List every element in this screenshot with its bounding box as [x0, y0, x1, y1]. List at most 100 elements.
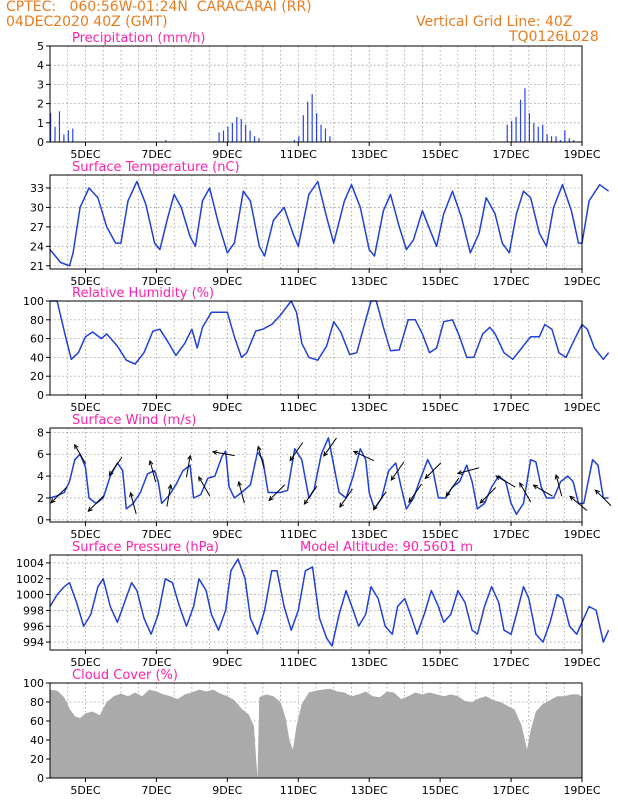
wind-arrow — [495, 475, 516, 488]
header-code: TQ0126L028 — [509, 29, 599, 45]
wind-arrow — [372, 491, 387, 511]
wind-arrow — [352, 450, 375, 462]
x-tick-label: 7DEC — [141, 528, 171, 541]
x-tick-label: 9DEC — [212, 528, 242, 541]
panel-title: Relative Humidity (%) — [72, 286, 214, 301]
x-tick-label: 5DEC — [70, 148, 100, 161]
wind-arrow — [594, 489, 612, 507]
precip-bar — [324, 128, 327, 142]
y-tick-label: 1 — [37, 117, 44, 130]
y-tick-label: 6 — [37, 448, 44, 461]
x-tick-label: 5DEC — [70, 528, 100, 541]
wind-arrow — [148, 459, 157, 483]
x-tick-label: 19DEC — [563, 148, 600, 161]
wind-arrow — [129, 491, 137, 515]
precip-bar — [231, 122, 233, 142]
wind-arrow — [554, 473, 563, 497]
x-tick-label: 15DEC — [422, 148, 459, 161]
precip-bar — [555, 136, 557, 142]
panel-title: Surface Temperature (nC) — [72, 160, 240, 175]
precip-bar — [302, 115, 304, 142]
precip-bar — [165, 140, 167, 142]
precip-bar — [329, 136, 331, 142]
wind-arrow — [323, 437, 337, 457]
x-tick-label: 9DEC — [212, 656, 242, 669]
y-tick-label: 8 — [37, 426, 44, 439]
wind-arrow — [211, 450, 235, 457]
x-tick-label: 17DEC — [493, 528, 530, 541]
wind-arrow — [390, 461, 405, 481]
y-tick-label: 40 — [30, 734, 44, 747]
wind-arrow — [185, 454, 192, 478]
precip-bar — [537, 126, 539, 142]
y-tick-label: 998 — [23, 604, 44, 617]
x-tick-label: 11DEC — [280, 275, 317, 288]
wind-arrow — [268, 484, 286, 502]
y-tick-label: 80 — [30, 314, 44, 327]
y-tick-label: 60 — [30, 333, 44, 346]
wind-arrow — [408, 483, 423, 503]
x-tick-label: 17DEC — [493, 656, 530, 669]
x-tick-label: 13DEC — [351, 275, 388, 288]
wind-arrow — [108, 456, 123, 477]
precip-bar — [245, 124, 247, 142]
y-tick-label: 3 — [37, 78, 44, 91]
header-grid-label: Vertical Grid Line: 40Z — [416, 14, 573, 30]
cloud-cover-area — [50, 688, 582, 778]
x-tick-label: 17DEC — [493, 275, 530, 288]
x-tick-label: 15DEC — [422, 784, 459, 797]
x-tick-label: 11DEC — [280, 784, 317, 797]
precip-bar — [249, 130, 251, 142]
x-tick-label: 9DEC — [212, 148, 242, 161]
y-tick-label: 33 — [30, 182, 44, 195]
y-tick-label: 0 — [37, 772, 44, 785]
y-tick-label: 0 — [37, 136, 44, 149]
precip-bar — [72, 128, 74, 142]
precip-bar — [519, 99, 522, 142]
x-tick-label: 19DEC — [563, 528, 600, 541]
y-tick-label: 24 — [30, 240, 44, 253]
precip-bar — [253, 136, 256, 142]
precip-bar — [298, 136, 300, 142]
wind-arrow — [519, 481, 532, 503]
x-tick-label: 13DEC — [351, 401, 388, 414]
precip-bar — [293, 140, 296, 142]
wind-series-line — [49, 437, 609, 516]
x-tick-label: 5DEC — [70, 784, 100, 797]
panel-title: Surface Pressure (hPa) — [72, 540, 219, 555]
y-tick-label: 1004 — [16, 557, 44, 570]
wind-arrow — [339, 488, 353, 508]
y-tick-label: 20 — [30, 370, 44, 383]
precip-bar — [307, 101, 309, 142]
y-tick-label: 2 — [37, 98, 44, 111]
x-tick-label: 5DEC — [70, 656, 100, 669]
wind-arrow — [569, 495, 588, 511]
x-tick-label: 11DEC — [280, 401, 317, 414]
precip-bar — [63, 134, 65, 142]
x-tick-label: 19DEC — [563, 275, 600, 288]
wind-arrow — [289, 442, 304, 462]
precip-bar — [316, 113, 318, 142]
panel-subtitle: Model Altitude: 90.5601 m — [300, 540, 473, 555]
panel-frame — [49, 174, 583, 270]
precip-bar — [559, 140, 562, 142]
y-tick-label: 1000 — [16, 589, 44, 602]
panel-frame — [49, 45, 583, 143]
y-tick-label: 21 — [30, 260, 44, 273]
x-tick-label: 7DEC — [141, 656, 171, 669]
x-tick-label: 17DEC — [493, 148, 530, 161]
y-tick-label: 20 — [30, 753, 44, 766]
y-tick-label: 996 — [23, 620, 44, 633]
precip-bar — [54, 126, 56, 142]
wind-arrow — [256, 445, 265, 468]
wind-arrow — [198, 475, 211, 497]
y-tick-label: 0 — [37, 389, 44, 402]
precip-bar — [218, 132, 220, 142]
y-tick-label: 100 — [23, 295, 44, 308]
panel-frame — [49, 427, 583, 523]
y-tick-label: 994 — [23, 636, 44, 649]
x-tick-label: 15DEC — [422, 275, 459, 288]
x-tick-label: 15DEC — [422, 401, 459, 414]
wind-arrow — [50, 486, 67, 504]
y-tick-label: 100 — [23, 677, 44, 690]
